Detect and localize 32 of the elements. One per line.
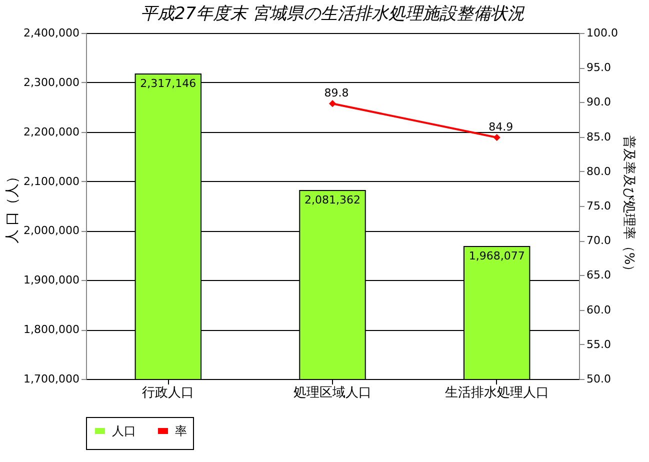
y-tick-label: 2,000,000	[24, 224, 80, 238]
data-label: 89.8	[324, 86, 349, 100]
y2-tick-label: 75.0	[586, 200, 611, 212]
y-tick-label: 2,100,000	[24, 174, 80, 188]
data-label: 84.9	[488, 120, 514, 134]
y-tick-label: 1,800,000	[24, 323, 80, 336]
y-axis-title: 人 口（人）	[4, 169, 21, 244]
data-label: 2,317,146	[140, 76, 196, 90]
chart-title: 平成27年度末 宮城県の生活排水処理施設整備状況	[140, 4, 526, 24]
y2-tick-label: 90.0	[586, 96, 611, 109]
legend-label: 人口	[112, 424, 136, 438]
y2-tick-label: 95.0	[586, 61, 611, 74]
y2-axis-title: 普及率及び処理率（%）	[620, 135, 637, 278]
legend-label: 率	[175, 424, 187, 438]
y2-tick-label: 80.0	[586, 164, 611, 178]
x-tick-label: 生活排水処理人口	[444, 386, 549, 400]
y2-tick-label: 85.0	[586, 130, 611, 144]
y-tick-label: 2,200,000	[24, 125, 80, 138]
y-tick-label: 1,700,000	[24, 372, 80, 386]
data-label: 1,968,077	[468, 249, 525, 262]
y2-tick-label: 60.0	[586, 303, 611, 316]
x-tick-label: 行政人口	[142, 386, 194, 400]
data-label: 2,081,362	[304, 194, 360, 206]
y-tick-label: 2,400,000	[24, 26, 80, 40]
y-tick-label: 1,900,000	[24, 274, 80, 287]
y2-tick-label: 100.0	[586, 26, 618, 40]
y2-tick-label: 65.0	[586, 268, 611, 282]
y2-tick-label: 50.0	[586, 372, 611, 386]
y-tick-label: 2,300,000	[24, 76, 80, 89]
y2-tick-label: 70.0	[586, 234, 611, 248]
x-tick-label: 処理区域人口	[294, 386, 372, 400]
y2-tick-label: 55.0	[586, 338, 611, 351]
